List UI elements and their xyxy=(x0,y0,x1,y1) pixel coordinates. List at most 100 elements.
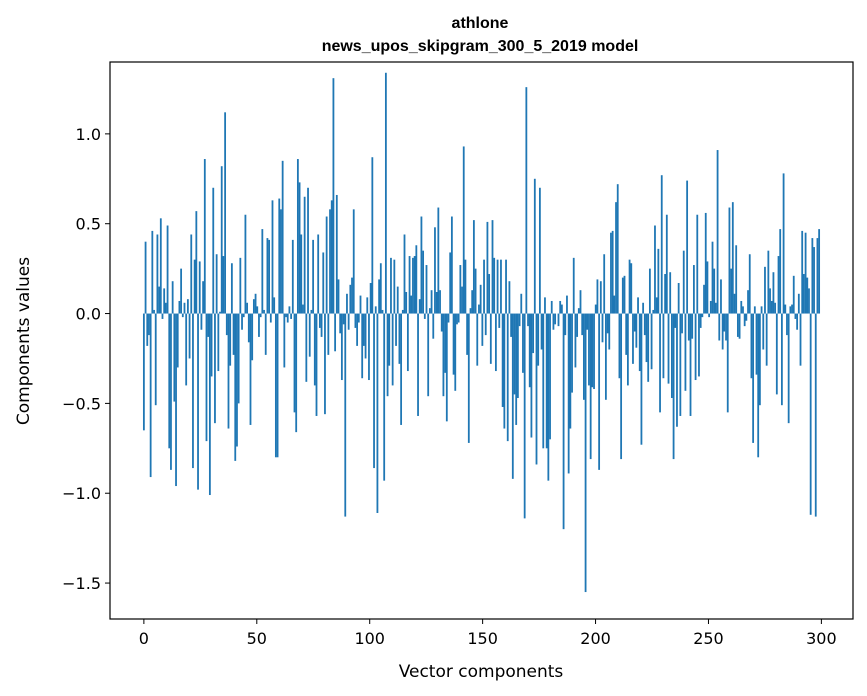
bar xyxy=(464,259,467,314)
bar xyxy=(769,288,771,314)
bar xyxy=(681,313,683,334)
bar xyxy=(427,313,430,397)
bar xyxy=(181,313,184,318)
bar xyxy=(809,313,812,515)
bar xyxy=(193,259,196,314)
bar xyxy=(217,313,220,372)
bar xyxy=(242,313,245,318)
y-tick-label: 1.0 xyxy=(76,125,101,144)
bar xyxy=(359,295,362,314)
bar xyxy=(183,302,186,314)
bar xyxy=(716,150,719,314)
bar xyxy=(148,313,150,336)
bar xyxy=(222,256,225,314)
bar xyxy=(269,313,272,323)
bar xyxy=(542,313,545,449)
bar xyxy=(513,313,516,395)
bar xyxy=(599,281,602,314)
bar xyxy=(736,313,739,337)
bar xyxy=(567,313,570,474)
bar xyxy=(752,313,755,443)
bar xyxy=(613,295,616,314)
bar xyxy=(476,313,479,366)
bar xyxy=(312,239,315,314)
bar xyxy=(362,313,365,346)
bar xyxy=(203,159,206,314)
bar xyxy=(532,313,535,354)
bar xyxy=(708,313,711,318)
bar xyxy=(356,313,359,346)
bar xyxy=(689,313,692,416)
bar xyxy=(357,313,360,323)
bar xyxy=(329,209,331,314)
bar xyxy=(589,313,592,460)
bar xyxy=(762,313,765,350)
bar xyxy=(518,313,521,327)
bar xyxy=(780,313,783,406)
bar xyxy=(677,283,680,314)
bar xyxy=(237,313,240,404)
bar xyxy=(660,175,663,314)
bar xyxy=(334,313,337,352)
bar xyxy=(796,313,799,330)
bar xyxy=(618,313,621,379)
bar xyxy=(572,257,575,314)
bar xyxy=(560,304,563,314)
bar xyxy=(755,313,758,375)
bar xyxy=(625,313,628,355)
bar xyxy=(615,202,617,314)
bar xyxy=(395,313,397,346)
bar xyxy=(271,200,274,314)
bar xyxy=(430,290,433,314)
x-tick-label: 50 xyxy=(247,629,267,648)
bar xyxy=(505,259,507,314)
bar xyxy=(571,313,573,393)
bar xyxy=(593,313,595,390)
bar xyxy=(535,313,538,465)
bar xyxy=(327,313,330,355)
bar xyxy=(633,313,636,332)
bar xyxy=(313,313,316,386)
bar xyxy=(620,313,623,460)
bar xyxy=(645,313,648,363)
chart-title: athlone xyxy=(452,15,509,32)
chart-subtitle: news_upos_skipgram_300_5_2019 model xyxy=(322,38,639,55)
bar xyxy=(655,297,658,314)
bar xyxy=(444,313,447,373)
bar xyxy=(691,313,694,339)
bar xyxy=(816,238,819,314)
bar xyxy=(247,313,250,343)
bar xyxy=(241,313,243,330)
bar xyxy=(461,286,463,314)
bar xyxy=(342,313,345,325)
bar xyxy=(393,259,396,314)
bar xyxy=(320,313,323,337)
bar xyxy=(554,313,557,325)
bar xyxy=(352,209,355,314)
bar xyxy=(180,268,183,314)
bar xyxy=(706,261,709,314)
bar xyxy=(516,313,519,398)
bar xyxy=(303,196,306,314)
bar xyxy=(562,313,565,530)
bar xyxy=(466,313,469,355)
bar xyxy=(249,313,252,425)
bar xyxy=(626,313,629,386)
bar xyxy=(623,275,626,314)
bar xyxy=(486,221,489,314)
bar xyxy=(146,313,149,346)
bar xyxy=(635,313,638,348)
bar xyxy=(545,313,548,449)
bar xyxy=(374,306,377,314)
bar xyxy=(318,313,321,328)
bar xyxy=(601,313,604,343)
bar xyxy=(349,284,352,314)
bar xyxy=(794,313,797,319)
bar xyxy=(596,279,599,314)
bar xyxy=(503,313,506,429)
bar xyxy=(720,279,722,314)
bar xyxy=(158,286,161,314)
bar xyxy=(232,313,235,355)
bar xyxy=(789,306,792,314)
bar xyxy=(770,300,773,314)
